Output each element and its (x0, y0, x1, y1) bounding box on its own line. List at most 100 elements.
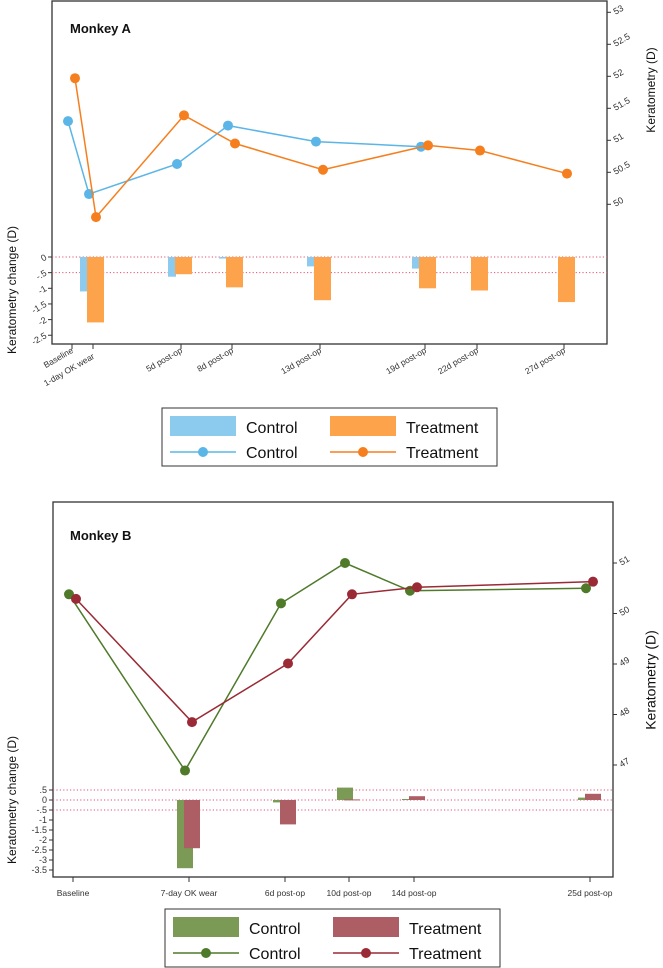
right-axis-tick-label: 51 (618, 554, 632, 568)
left-axis-title: Keratometry change (D) (5, 736, 19, 864)
legend-marker (201, 948, 211, 958)
left-axis-tick-label: -.5 (34, 268, 48, 282)
right-axis-tick-label: 52 (612, 67, 626, 81)
legend-marker (361, 948, 371, 958)
bar-control (412, 257, 420, 269)
bar-treatment (175, 257, 192, 275)
point-treatment (412, 582, 422, 593)
x-axis-tick-label: 13d post-op (279, 345, 323, 376)
bar-treatment (558, 257, 575, 303)
point-treatment (187, 717, 197, 728)
left-axis-tick-label: -1.5 (30, 299, 48, 315)
point-control (63, 116, 73, 127)
bar-control (219, 257, 227, 259)
point-treatment (423, 140, 433, 151)
x-axis-tick-label: 6d post-op (265, 888, 305, 898)
legend-bar-swatch-control (170, 416, 236, 436)
bar-treatment (419, 257, 436, 289)
point-treatment (283, 658, 293, 669)
panel-monkey-a: Monkey A5352.55251.55150.5500-.5-1-1.5-2… (5, 0, 658, 467)
right-axis-tick-label: 52.5 (612, 31, 632, 48)
panel-monkey-b: Monkey B 51 50 49 48 47 .50-.5-1-1.5-2-2.5-3-3… (5, 501, 659, 968)
bar-control (80, 257, 88, 292)
right-axis-title: Keratometry (D) (644, 47, 658, 132)
point-control (581, 583, 591, 594)
bar-treatment (344, 799, 360, 801)
point-control (172, 158, 182, 169)
left-axis-tick-label: -2.5 (30, 330, 48, 346)
right-axis-tick-label: 49 (618, 655, 632, 669)
legend-bar-swatch-control (173, 917, 239, 937)
chart-title: Monkey B (70, 528, 131, 543)
point-treatment (562, 168, 572, 179)
x-axis-tick-label: 19d post-op (384, 345, 428, 376)
point-treatment (91, 212, 101, 223)
right-axis-tick-label: 50.5 (612, 159, 632, 176)
legend-label: Control (246, 445, 298, 462)
point-control (223, 120, 233, 131)
legend: Control Control Treatment Treatment (161, 407, 498, 467)
left-axis-tick-label: -3 (39, 855, 47, 865)
x-axis-tick-label: 7-day OK wear (161, 888, 218, 898)
bar-treatment (471, 257, 488, 291)
right-axis-title: Keratometry (D) (643, 630, 659, 730)
x-axis-tick-label: 10d post-op (327, 888, 372, 898)
bar-control (307, 257, 315, 267)
legend-label: Treatment (409, 921, 482, 938)
bar-treatment (314, 257, 331, 301)
legend-label: Control (249, 946, 301, 963)
left-axis-tick-label: -2 (39, 835, 47, 845)
right-axis-tick-label: 53 (612, 3, 626, 17)
legend-label: Control (246, 420, 298, 437)
x-axis-tick-label: 27d post-op (523, 345, 567, 376)
legend-label: Treatment (409, 946, 482, 963)
point-treatment (318, 164, 328, 175)
legend-bar-swatch-treatment (333, 917, 399, 937)
chart-title: Monkey A (70, 21, 132, 36)
point-treatment (588, 576, 598, 587)
legend-marker (358, 447, 368, 457)
left-axis-tick-label: -.5 (36, 805, 47, 815)
right-axis-tick-label: 48 (618, 705, 632, 719)
point-treatment (71, 593, 81, 604)
left-axis-tick-label: -1.5 (31, 825, 47, 835)
x-axis-tick-label: 14d post-op (392, 888, 437, 898)
bar-treatment (409, 796, 425, 800)
left-axis-tick-label: 0 (39, 252, 48, 263)
x-axis-tick-label: 8d post-op (195, 345, 235, 374)
point-treatment (347, 589, 357, 600)
bar-treatment (585, 793, 601, 800)
point-treatment (475, 145, 485, 156)
point-treatment (230, 138, 240, 149)
bar-control (337, 787, 353, 800)
legend-label: Treatment (406, 420, 479, 437)
left-axis-title: Keratometry change (D) (5, 226, 19, 354)
point-control (276, 598, 286, 609)
left-axis-tick-label: 0 (42, 795, 47, 805)
line-control (68, 562, 587, 772)
left-axis-tick-label: -2 (36, 315, 48, 328)
point-treatment (179, 110, 189, 121)
legend-label: Control (249, 921, 301, 938)
x-axis-tick-label: Baseline (57, 888, 90, 898)
left-axis-tick-label: .5 (39, 785, 47, 795)
right-axis-tick-label: 51.5 (612, 95, 632, 112)
legend: Control Control Treatment Treatment (164, 908, 501, 968)
x-axis-tick-label: 22d post-op (436, 345, 480, 376)
right-axis-tick-label: 47 (618, 756, 632, 770)
bar-treatment (226, 257, 243, 288)
point-control (311, 136, 321, 147)
left-axis-tick-label: -1 (39, 815, 47, 825)
point-treatment (70, 73, 80, 84)
bar-treatment (280, 800, 296, 825)
line-treatment (75, 580, 594, 724)
bar-treatment (184, 800, 200, 849)
legend-marker (198, 447, 208, 457)
legend-bar-swatch-treatment (330, 416, 396, 436)
x-axis-tick-label: 25d post-op (568, 888, 613, 898)
legend-label: Treatment (406, 445, 479, 462)
left-axis-tick-label: -1 (36, 283, 48, 296)
left-axis-tick-label: -3.5 (31, 865, 47, 875)
right-axis-tick-label: 51 (612, 131, 626, 145)
